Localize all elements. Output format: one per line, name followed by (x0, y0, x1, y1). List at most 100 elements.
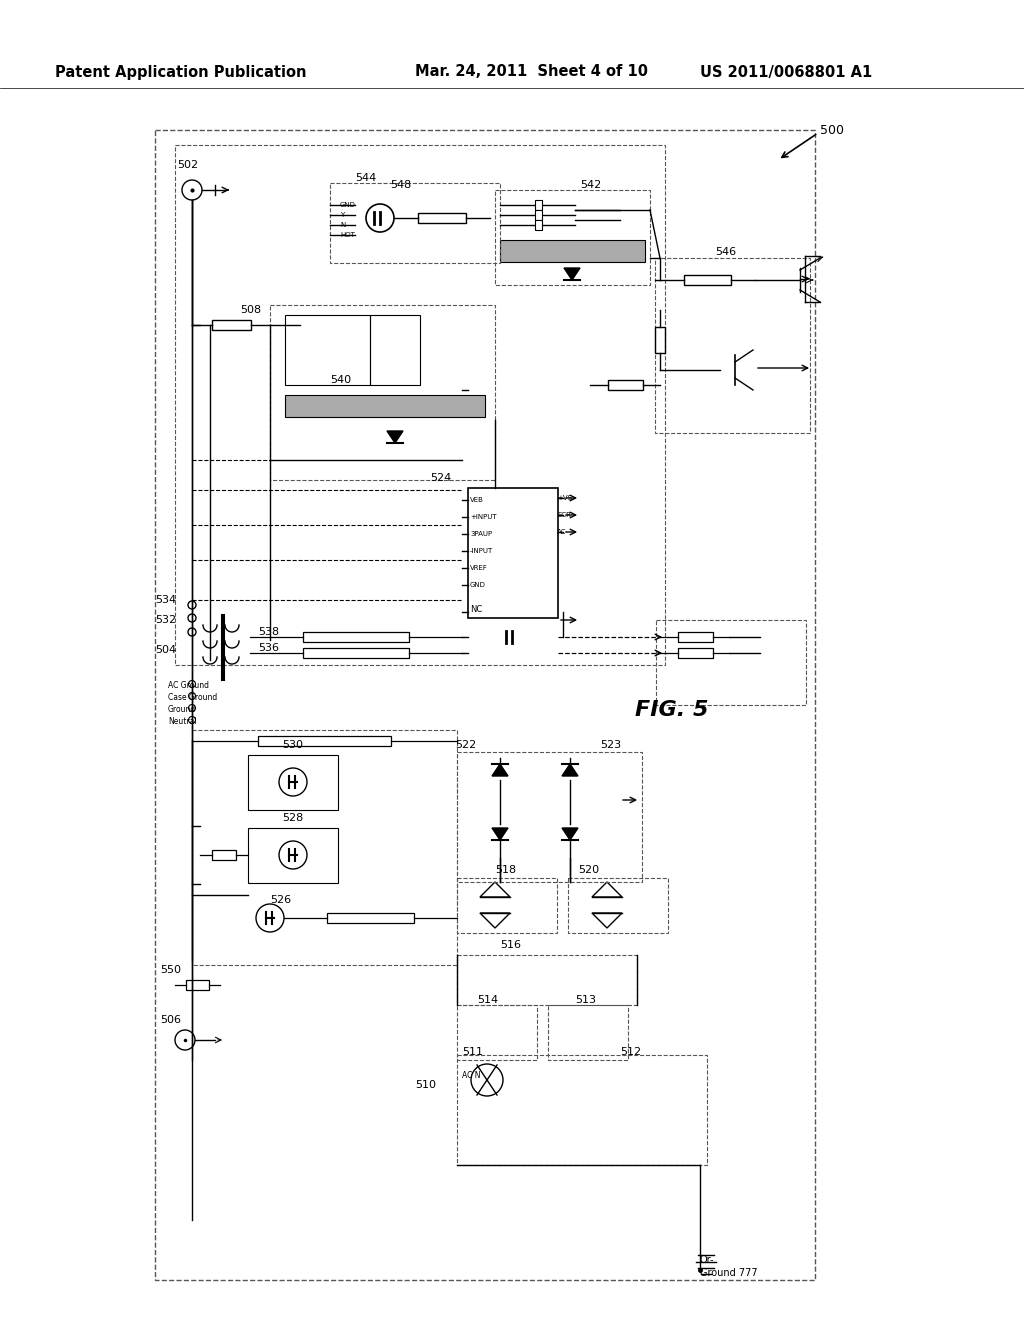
Text: Or-: Or- (700, 1255, 715, 1265)
Bar (370, 315, 420, 385)
Text: Y: Y (340, 213, 344, 218)
Bar (418, 213, 466, 223)
Bar (303, 648, 409, 657)
Bar (285, 395, 485, 417)
Bar (535, 210, 542, 220)
Text: 542: 542 (580, 180, 601, 190)
Polygon shape (387, 432, 403, 444)
Polygon shape (480, 913, 510, 928)
Text: +INPUT: +INPUT (470, 513, 497, 520)
Bar (468, 488, 558, 618)
Bar (495, 190, 650, 285)
Text: GND: GND (340, 202, 356, 209)
Bar (678, 648, 713, 657)
Text: 534: 534 (155, 595, 176, 605)
Text: Patent Application Publication: Patent Application Publication (55, 65, 306, 79)
Bar (248, 755, 338, 810)
Text: VREF: VREF (470, 565, 487, 572)
Bar (155, 129, 815, 1280)
Bar (457, 1055, 707, 1166)
Text: 500: 500 (820, 124, 844, 136)
Bar (535, 201, 542, 210)
Bar (457, 878, 557, 933)
Polygon shape (564, 268, 580, 280)
Text: 550: 550 (160, 965, 181, 975)
Bar (303, 632, 409, 642)
Text: 522: 522 (455, 741, 476, 750)
Text: FIG. 5: FIG. 5 (635, 700, 709, 719)
Text: Case Ground: Case Ground (168, 693, 217, 702)
Bar (328, 913, 414, 923)
Text: 530: 530 (282, 741, 303, 750)
Bar (457, 1005, 537, 1060)
Bar (457, 752, 642, 882)
Bar (655, 327, 665, 354)
Bar (656, 620, 806, 705)
Polygon shape (562, 764, 578, 776)
Text: VEB: VEB (470, 498, 484, 503)
Polygon shape (562, 828, 578, 840)
Text: 540: 540 (330, 375, 351, 385)
Polygon shape (492, 828, 508, 840)
Bar (535, 220, 542, 230)
Text: AC: AC (557, 529, 566, 535)
Polygon shape (480, 882, 510, 898)
Polygon shape (492, 764, 508, 776)
Text: 3PAUP: 3PAUP (470, 531, 493, 537)
Bar (500, 240, 645, 261)
Text: 544: 544 (355, 173, 376, 183)
Text: SCR: SCR (557, 512, 570, 517)
Bar (270, 305, 495, 480)
Polygon shape (592, 913, 622, 928)
Text: 532: 532 (155, 615, 176, 624)
Text: Neutral: Neutral (168, 718, 197, 726)
Text: Ground: Ground (168, 705, 197, 714)
Text: 546: 546 (715, 247, 736, 257)
Bar (248, 828, 338, 883)
Bar (548, 1005, 628, 1060)
Bar (212, 850, 236, 861)
Text: 536: 536 (258, 643, 279, 653)
Bar (684, 275, 731, 285)
Text: AC N: AC N (462, 1071, 480, 1080)
Text: AC Ground: AC Ground (168, 681, 209, 690)
Text: 524: 524 (430, 473, 452, 483)
Bar (568, 878, 668, 933)
Bar (457, 954, 637, 1005)
Bar (193, 730, 457, 965)
Text: 523: 523 (600, 741, 622, 750)
Text: 512: 512 (620, 1047, 641, 1057)
Text: 526: 526 (270, 895, 291, 906)
Bar (655, 257, 810, 433)
Text: N: N (340, 222, 345, 228)
Text: +VS: +VS (557, 495, 572, 502)
Text: US 2011/0068801 A1: US 2011/0068801 A1 (700, 65, 872, 79)
Text: 538: 538 (258, 627, 280, 638)
Text: HOT: HOT (340, 232, 355, 238)
Bar (607, 380, 642, 389)
Bar (175, 145, 665, 665)
Text: 510: 510 (415, 1080, 436, 1090)
Text: 506: 506 (160, 1015, 181, 1026)
Text: 516: 516 (500, 940, 521, 950)
Text: 514: 514 (477, 995, 498, 1005)
Bar (285, 315, 370, 385)
Bar (330, 183, 500, 263)
Text: NC: NC (470, 606, 482, 615)
Text: Mar. 24, 2011  Sheet 4 of 10: Mar. 24, 2011 Sheet 4 of 10 (415, 65, 648, 79)
Text: 528: 528 (282, 813, 303, 822)
Text: Ground 777: Ground 777 (700, 1269, 758, 1278)
Text: 511: 511 (462, 1047, 483, 1057)
Text: 513: 513 (575, 995, 596, 1005)
Text: 518: 518 (495, 865, 516, 875)
Bar (186, 979, 209, 990)
Text: 548: 548 (390, 180, 412, 190)
Bar (678, 632, 713, 642)
Polygon shape (592, 882, 622, 898)
Text: 504: 504 (155, 645, 176, 655)
Text: 508: 508 (240, 305, 261, 315)
Text: -INPUT: -INPUT (470, 548, 494, 554)
Text: 502: 502 (177, 160, 198, 170)
Bar (258, 737, 391, 746)
Bar (212, 319, 251, 330)
